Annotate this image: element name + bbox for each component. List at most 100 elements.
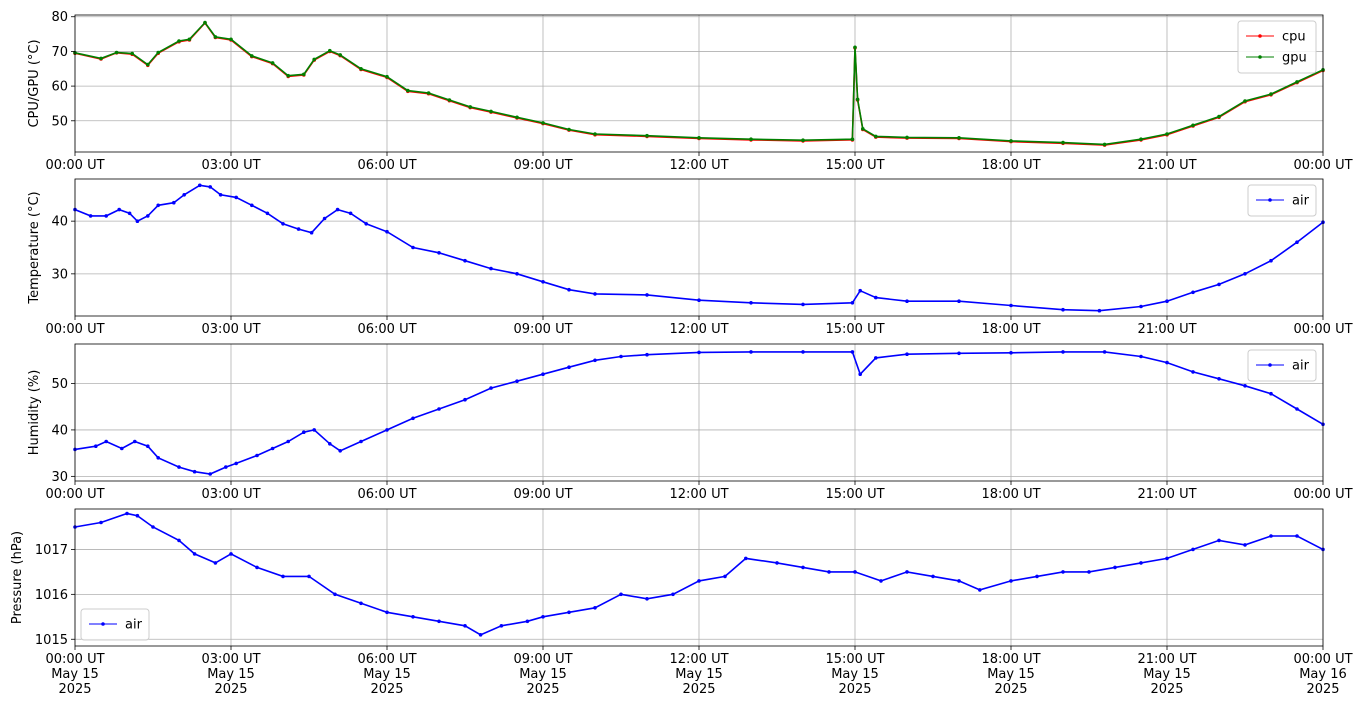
x-tick-label: 12:00 UT xyxy=(669,322,728,337)
x-tick-label: 03:00 UT xyxy=(201,322,260,337)
data-point xyxy=(1191,547,1195,552)
data-point xyxy=(1217,282,1221,287)
data-point xyxy=(385,610,389,615)
data-point xyxy=(1102,350,1107,354)
data-point xyxy=(187,37,192,42)
y-tick-label: 50 xyxy=(51,377,68,392)
x-tick-label: 12:00 UT xyxy=(669,487,728,502)
data-point xyxy=(250,203,254,208)
data-point xyxy=(359,67,363,71)
data-point xyxy=(1269,92,1273,96)
x-tick-label: 06:00 UT xyxy=(357,158,416,173)
data-point xyxy=(104,439,108,444)
data-point xyxy=(338,53,343,57)
data-point xyxy=(489,386,493,390)
data-point xyxy=(1295,534,1299,538)
data-point xyxy=(1295,80,1299,84)
series-air xyxy=(73,183,1325,313)
data-point xyxy=(463,397,467,402)
data-point xyxy=(229,552,233,556)
x-tick-label: 00:00 UT xyxy=(1293,487,1352,502)
data-point xyxy=(957,351,961,356)
data-point xyxy=(302,430,306,435)
series-line-air xyxy=(74,184,1324,312)
data-point xyxy=(385,229,389,234)
data-point xyxy=(1165,360,1169,365)
x-tick-label: 00:00 UT xyxy=(1293,158,1352,173)
data-point xyxy=(146,214,150,218)
data-point xyxy=(307,574,311,579)
data-point xyxy=(874,134,878,139)
legend-label: air xyxy=(1292,359,1310,374)
data-point xyxy=(208,472,212,476)
data-point xyxy=(125,511,129,516)
data-point xyxy=(296,227,301,231)
series-line-air xyxy=(74,512,1324,636)
chart-panel-3: 00:00 UT 03:00 UT 06:00 UT 09:00 UT 12:00 UT… xyxy=(27,343,1353,502)
data-point xyxy=(858,288,862,293)
y-tick-label: 1015 xyxy=(35,633,68,648)
data-point xyxy=(156,456,160,460)
data-point xyxy=(723,574,727,579)
legend-marker xyxy=(1258,55,1262,59)
data-point xyxy=(463,624,467,628)
data-point xyxy=(1009,139,1013,143)
data-point xyxy=(286,73,291,78)
chart-panel-1: 00:00 UT 03:00 UT 06:00 UT 09:00 UT 12:00 UT… xyxy=(27,10,1353,173)
data-point xyxy=(328,48,332,53)
legend: air xyxy=(1247,184,1317,217)
data-point xyxy=(905,352,909,357)
data-point xyxy=(335,207,340,212)
data-point xyxy=(203,20,207,25)
data-point xyxy=(1061,350,1065,354)
data-point xyxy=(309,230,314,235)
x-tick-label: 21:00 UT May 15 2025 xyxy=(1137,652,1196,697)
data-point xyxy=(364,222,369,226)
data-point xyxy=(645,597,649,601)
data-point xyxy=(1102,142,1107,147)
data-point xyxy=(567,610,571,615)
data-point xyxy=(775,561,779,565)
data-point xyxy=(619,354,623,359)
legend-label: gpu xyxy=(1282,51,1307,66)
data-point xyxy=(234,461,238,466)
data-point xyxy=(1009,351,1013,355)
legend-box xyxy=(1237,20,1317,74)
data-point xyxy=(1295,240,1299,244)
data-point xyxy=(749,301,753,305)
data-point xyxy=(88,214,93,218)
data-point xyxy=(234,195,238,200)
data-point xyxy=(192,469,197,474)
data-point xyxy=(1269,391,1273,396)
data-point xyxy=(645,352,649,357)
data-point xyxy=(697,350,701,355)
data-point xyxy=(697,579,701,583)
x-tick-label: 21:00 UT xyxy=(1137,487,1196,502)
data-point xyxy=(348,211,353,216)
data-point xyxy=(333,592,337,597)
data-point xyxy=(411,416,415,421)
data-point xyxy=(135,513,140,518)
data-point xyxy=(879,579,883,583)
data-point xyxy=(593,358,597,363)
chart-panel-2: 00:00 UT 03:00 UT 06:00 UT 09:00 UT 12:00 UT… xyxy=(27,178,1353,337)
data-point xyxy=(850,137,855,141)
data-point xyxy=(744,556,748,561)
data-point xyxy=(749,137,753,141)
data-point xyxy=(224,465,228,469)
data-point xyxy=(541,280,545,284)
data-point xyxy=(1061,570,1065,574)
x-tick-label: 00:00 UT May 16 2025 xyxy=(1293,652,1352,697)
x-tick-label: 18:00 UT xyxy=(981,158,1040,173)
data-point xyxy=(541,372,545,377)
data-point xyxy=(1165,132,1169,136)
x-tick-label: 09:00 UT xyxy=(513,487,572,502)
x-tick-label: 03:00 UT May 15 2025 xyxy=(201,652,260,697)
data-point xyxy=(525,619,530,624)
data-point xyxy=(593,292,597,296)
x-tick-label: 09:00 UT May 15 2025 xyxy=(513,652,572,697)
data-point xyxy=(515,115,519,120)
x-tick-label: 21:00 UT xyxy=(1137,322,1196,337)
data-point xyxy=(426,91,431,95)
y-tick-label: 30 xyxy=(51,470,68,485)
